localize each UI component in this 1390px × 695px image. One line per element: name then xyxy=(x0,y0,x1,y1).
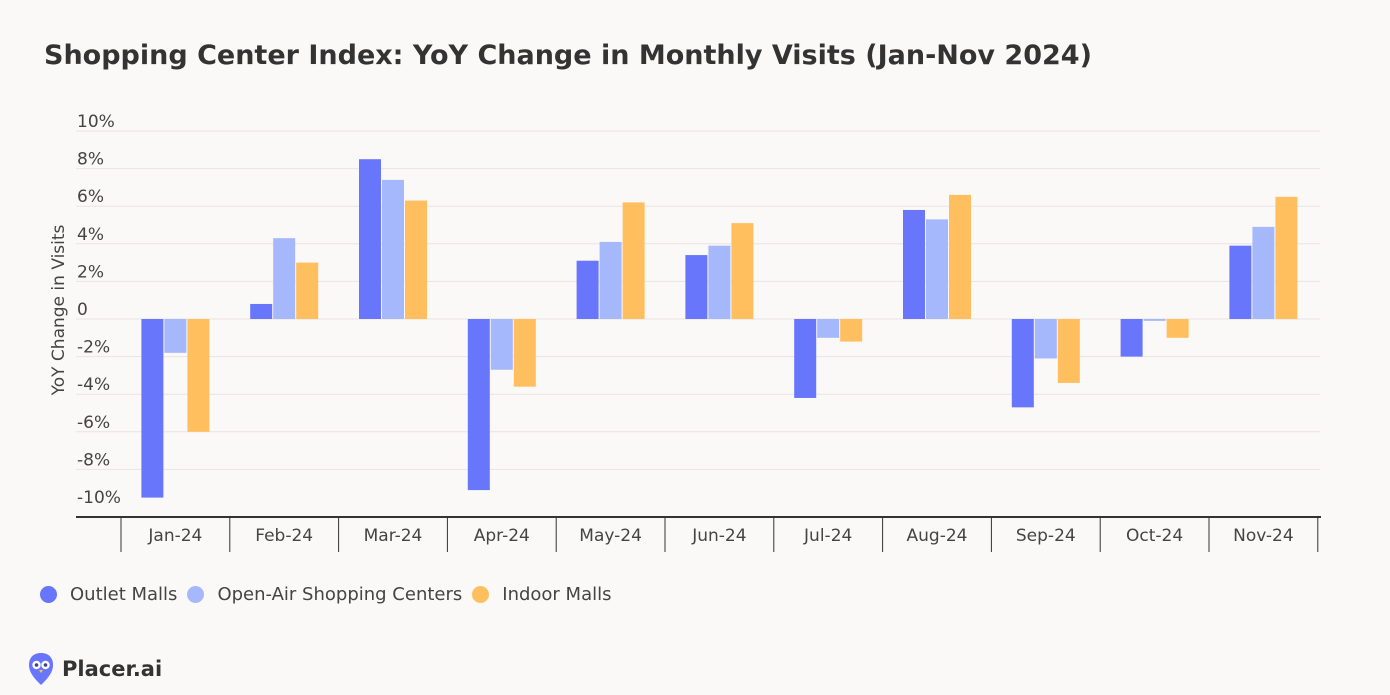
y-tick-label: 8% xyxy=(77,150,104,170)
y-tick-label: 6% xyxy=(77,187,104,207)
y-tick-label: 10% xyxy=(77,112,115,132)
bar-indoor-malls-nov-24[interactable] xyxy=(1275,196,1298,319)
x-axis xyxy=(76,516,1321,552)
y-tick-label: -6% xyxy=(77,413,110,433)
y-tick-label: 2% xyxy=(77,262,104,282)
bar-outlet-malls-feb-24[interactable] xyxy=(250,303,273,319)
bar-outlet-malls-jun-24[interactable] xyxy=(685,255,708,319)
brand-name: Placer.ai xyxy=(62,657,163,681)
legend-label: Outlet Malls xyxy=(70,584,178,605)
x-tick-label: Mar-24 xyxy=(364,526,423,546)
bar-indoor-malls-mar-24[interactable] xyxy=(405,200,427,319)
y-tick-labels: 10% 8% 6% 4% 2% 0 -2% -4% -6% -8% -10% xyxy=(77,112,121,508)
legend: Outlet Malls Open-Air Shopping Centers I… xyxy=(40,584,622,605)
chart-title: Shopping Center Index: YoY Change in Mon… xyxy=(44,40,1092,71)
bar-open-air-shopping-centers-apr-24[interactable] xyxy=(490,319,513,370)
bar-indoor-malls-apr-24[interactable] xyxy=(513,319,536,387)
bar-indoor-malls-aug-24[interactable] xyxy=(949,194,971,319)
bar-outlet-malls-jan-24[interactable] xyxy=(141,319,164,498)
legend-item-outlet-malls[interactable]: Outlet Malls xyxy=(40,584,177,605)
bar-chart: 10% 8% 6% 4% 2% 0 -2% -4% -6% -8% -10% Jan-24 Feb-2… xyxy=(49,112,1321,552)
x-tick-label: Nov-24 xyxy=(1233,526,1294,546)
bar-outlet-malls-may-24[interactable] xyxy=(576,260,599,319)
y-tick-label: 0 xyxy=(77,300,88,320)
x-tick-label: Jan-24 xyxy=(147,526,202,546)
legend-label: Open-Air Shopping Centers xyxy=(217,584,463,605)
bar-outlet-malls-aug-24[interactable] xyxy=(903,209,925,319)
brand: Placer.ai xyxy=(28,652,162,686)
bar-outlet-malls-jul-24[interactable] xyxy=(794,319,817,398)
x-tick-label: Oct-24 xyxy=(1126,526,1183,546)
x-tick-label: Aug-24 xyxy=(907,526,968,546)
bar-open-air-shopping-centers-feb-24[interactable] xyxy=(273,238,296,319)
bar-indoor-malls-sep-24[interactable] xyxy=(1057,319,1080,383)
bar-indoor-malls-jul-24[interactable] xyxy=(840,319,863,342)
legend-item-indoor-malls[interactable]: Indoor Malls xyxy=(472,584,612,605)
bar-open-air-shopping-centers-jul-24[interactable] xyxy=(817,319,840,338)
legend-label: Indoor Malls xyxy=(502,584,612,605)
bar-layer xyxy=(141,159,1298,498)
placer-owl-icon xyxy=(29,653,53,685)
x-tick-label: Jul-24 xyxy=(803,526,852,546)
bar-indoor-malls-jun-24[interactable] xyxy=(731,223,754,319)
bar-open-air-shopping-centers-oct-24[interactable] xyxy=(1143,319,1166,321)
bar-indoor-malls-jan-24[interactable] xyxy=(187,319,210,432)
bar-indoor-malls-feb-24[interactable] xyxy=(296,262,319,319)
bar-outlet-malls-apr-24[interactable] xyxy=(467,319,490,491)
y-tick-label: -4% xyxy=(77,375,110,395)
x-tick-label: Feb-24 xyxy=(255,526,313,546)
x-tick-label: Jun-24 xyxy=(691,526,746,546)
y-tick-label: -2% xyxy=(77,338,110,358)
legend-dot-indoor-malls xyxy=(472,586,490,603)
bar-outlet-malls-sep-24[interactable] xyxy=(1011,319,1034,408)
y-tick-label: -8% xyxy=(77,450,110,470)
bar-indoor-malls-may-24[interactable] xyxy=(622,202,645,319)
bar-open-air-shopping-centers-sep-24[interactable] xyxy=(1034,319,1057,359)
legend-dot-open-air xyxy=(187,586,205,603)
y-axis-title: YoY Change in Visits xyxy=(49,224,69,396)
y-tick-label: 4% xyxy=(77,225,104,245)
legend-item-open-air[interactable]: Open-Air Shopping Centers xyxy=(187,584,462,605)
bar-indoor-malls-oct-24[interactable] xyxy=(1166,319,1189,338)
bar-open-air-shopping-centers-nov-24[interactable] xyxy=(1252,226,1275,319)
legend-dot-outlet-malls xyxy=(40,586,57,603)
x-tick-label: May-24 xyxy=(579,526,642,546)
bar-open-air-shopping-centers-jan-24[interactable] xyxy=(164,319,187,353)
x-tick-label: Apr-24 xyxy=(474,526,530,546)
bar-open-air-shopping-centers-mar-24[interactable] xyxy=(382,179,404,319)
bar-open-air-shopping-centers-jun-24[interactable] xyxy=(708,245,731,319)
x-tick-label: Sep-24 xyxy=(1016,526,1076,546)
bar-outlet-malls-oct-24[interactable] xyxy=(1120,319,1143,357)
x-tick-labels: Jan-24 Feb-24 Mar-24 Apr-24 May-24 Jun-24 Jul-… xyxy=(147,526,1293,546)
bar-open-air-shopping-centers-aug-24[interactable] xyxy=(926,219,948,319)
y-tick-label: -10% xyxy=(77,488,121,508)
bar-outlet-malls-mar-24[interactable] xyxy=(359,159,381,319)
bar-outlet-malls-nov-24[interactable] xyxy=(1229,245,1252,319)
bar-open-air-shopping-centers-may-24[interactable] xyxy=(599,241,622,319)
